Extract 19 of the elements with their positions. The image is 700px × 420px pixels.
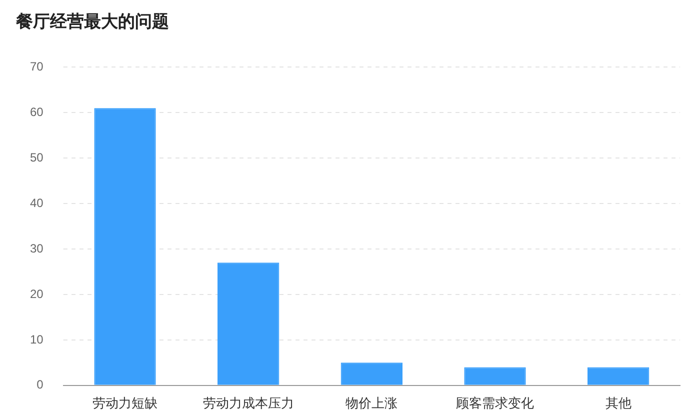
y-tick-label: 0 [36,378,44,392]
bar [218,262,280,385]
y-tick-label: 70 [30,60,44,74]
y-tick-label: 60 [30,104,44,119]
y-tick-label: 40 [30,196,44,210]
x-tick-label: 顾客需求变化 [456,396,534,412]
bar [94,108,156,385]
bar [588,367,650,385]
x-tick-label: 物价上涨 [346,396,398,412]
x-tick-label: 其他 [605,396,632,412]
y-tick-label: 30 [30,241,44,256]
y-tick-label: 10 [30,332,44,346]
bar [340,362,403,385]
bar [464,367,526,385]
y-tick-label: 50 [30,150,44,164]
y-tick-label: 20 [30,286,44,301]
chart-title: 餐厅经营最大的问题 [16,11,169,33]
x-tick-label: 劳动力短缺 [92,396,158,412]
x-tick-label: 劳动力成本压力 [202,396,294,412]
